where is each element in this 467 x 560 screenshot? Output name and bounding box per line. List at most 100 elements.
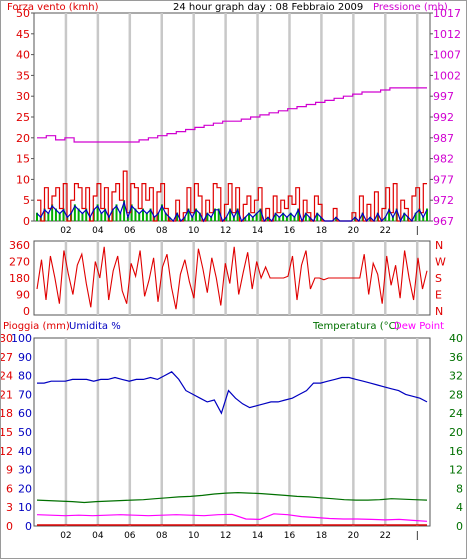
humidity-tick-label: 20 [18, 482, 32, 495]
temperature-tick-label: 8 [456, 482, 463, 495]
pressure-tick-label: 997 [433, 90, 454, 103]
humidity-temperature-plot-area [33, 337, 431, 527]
pressure-tick-label: 1007 [433, 49, 461, 62]
temperature-tick-label: 0 [456, 520, 463, 533]
x-tick-label: 18 [316, 531, 328, 541]
temperature-line [36, 491, 428, 504]
humidity-tick-label: 30 [18, 464, 32, 477]
pressure-tick-label: 1017 [433, 7, 461, 20]
wind-tick-label: 50 [16, 7, 30, 20]
pressure-tick-label: 982 [433, 153, 454, 166]
pressure-tick-label: 1012 [433, 28, 461, 41]
rain-tick-label: 9 [6, 464, 13, 477]
wind-tick-label: 25 [16, 111, 30, 124]
x-tick-label: 10 [188, 531, 200, 541]
x-tick-label: 16 [284, 531, 296, 541]
humidity-line [37, 371, 428, 415]
pressure-tick-label: 967 [433, 215, 454, 228]
compass-label: W [435, 256, 446, 269]
direction-tick-label: 90 [16, 289, 30, 302]
x-tick-label: 18 [316, 226, 328, 236]
pressure-tick-label: 972 [433, 194, 454, 207]
x-tick-label: 04 [92, 531, 104, 541]
rain-tick-label: 30 [1, 332, 13, 345]
x-tick-label: | [416, 226, 419, 236]
x-tick-label: | [416, 531, 419, 541]
humidity-tick-label: 10 [18, 501, 32, 514]
rain-tick-label: 27 [1, 351, 13, 364]
dewpoint-axis-label: Dew Point [394, 321, 445, 332]
temperature-tick-label: 28 [449, 388, 463, 401]
compass-label: N [435, 305, 443, 318]
pressure-axis-label: Pressione (mb) [373, 2, 448, 13]
wind-tick-label: 0 [23, 215, 30, 228]
x-tick-label: 10 [188, 226, 200, 236]
temperature-tick-label: 36 [449, 351, 463, 364]
humidity-tick-label: 80 [18, 370, 32, 383]
temperature-tick-label: 20 [449, 426, 463, 439]
humidity-tick-label: 40 [18, 445, 32, 458]
x-tick-label: 16 [284, 226, 296, 236]
x-tick-label: 02 [60, 226, 71, 236]
wind-axis-label: Forza vento (kmh) [7, 2, 99, 13]
rain-tick-label: 6 [6, 482, 13, 495]
direction-tick-label: 180 [9, 272, 30, 285]
direction-tick-label: 0 [23, 305, 30, 318]
humidity-tick-label: 70 [18, 388, 32, 401]
humidity-tick-label: 60 [18, 407, 32, 420]
x-tick-label: 12 [220, 531, 231, 541]
rain-tick-label: 18 [1, 407, 13, 420]
temperature-tick-label: 40 [449, 332, 463, 345]
x-tick-label: 14 [252, 226, 264, 236]
temperature-tick-label: 16 [449, 445, 463, 458]
x-tick-label: 20 [348, 531, 360, 541]
dewpoint-line [36, 513, 428, 522]
rain-tick-label: 15 [1, 426, 13, 439]
rain-tick-label: 0 [6, 520, 13, 533]
wind-speed-line [37, 170, 427, 222]
wind-tick-label: 15 [16, 153, 30, 166]
direction-tick-label: 360 [9, 239, 30, 252]
x-tick-label: 08 [156, 531, 168, 541]
x-tick-label: 04 [92, 226, 104, 236]
compass-label: N [435, 239, 443, 252]
pressure-tick-label: 977 [433, 173, 454, 186]
wind-direction-line [36, 246, 428, 310]
temperature-tick-label: 24 [449, 407, 463, 420]
wind-tick-label: 35 [16, 69, 30, 82]
x-tick-label: 14 [252, 531, 264, 541]
wind-tick-label: 40 [16, 49, 30, 62]
rain-tick-label: 24 [1, 370, 13, 383]
wind-tick-label: 30 [16, 90, 30, 103]
temperature-axis-label: Temperatura (°C) [313, 321, 400, 332]
rain-tick-label: 21 [1, 388, 13, 401]
humidity-tick-label: 50 [18, 426, 32, 439]
temperature-tick-label: 4 [456, 501, 463, 514]
humidity-tick-label: 100 [11, 332, 32, 345]
pressure-tick-label: 1002 [433, 69, 461, 82]
wind-average-line [36, 200, 428, 223]
humidity-tick-label: 90 [18, 351, 32, 364]
pressure-tick-label: 987 [433, 132, 454, 145]
pressure-line [37, 87, 427, 143]
x-tick-label: 12 [220, 226, 231, 236]
humidity-tick-label: 0 [25, 520, 32, 533]
x-tick-label: 22 [380, 226, 391, 236]
temperature-tick-label: 12 [449, 464, 463, 477]
compass-label: S [435, 272, 442, 285]
x-tick-label: 22 [380, 531, 391, 541]
wind-tick-label: 45 [16, 28, 30, 41]
humidity-axis-label: Umidita % [69, 321, 121, 332]
temperature-tick-label: 32 [449, 370, 463, 383]
x-tick-label: 20 [348, 226, 360, 236]
chart-title: 24 hour graph day : 08 Febbraio 2009 [173, 2, 364, 13]
wind-tick-label: 10 [16, 173, 30, 186]
x-tick-label: 02 [60, 531, 71, 541]
wind-tick-label: 5 [23, 194, 30, 207]
pressure-tick-label: 992 [433, 111, 454, 124]
x-tick-label: 06 [124, 531, 136, 541]
direction-tick-label: 270 [9, 256, 30, 269]
wind-tick-label: 20 [16, 132, 30, 145]
